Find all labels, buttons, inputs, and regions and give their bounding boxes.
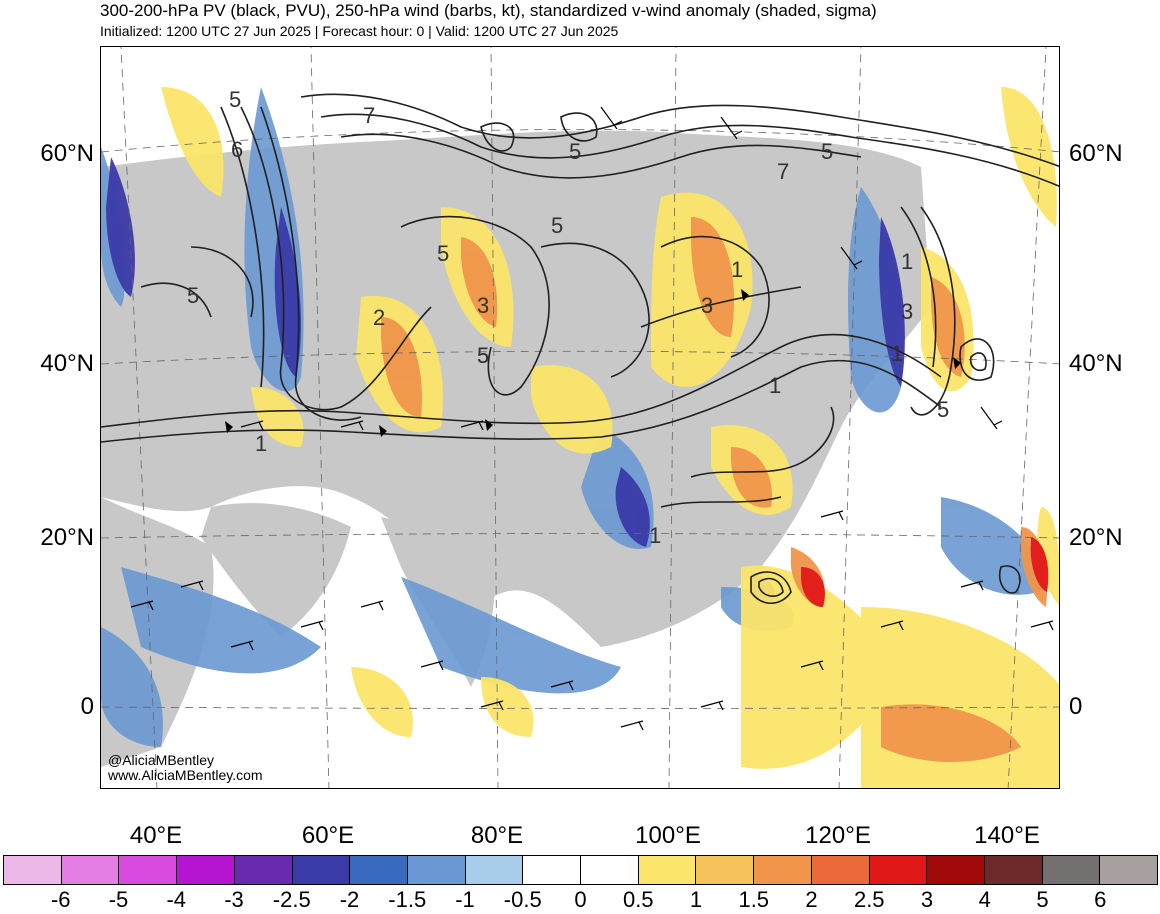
- figure-title: 300-200-hPa PV (black, PVU), 250-hPa win…: [100, 1, 877, 20]
- lon-label-100e: 100°E: [635, 822, 701, 849]
- contour-label: 5: [937, 397, 949, 422]
- colorbar-swatch: [638, 856, 697, 884]
- colorbar-swatch: [4, 856, 62, 884]
- lat-label-40n-left: 40°N: [40, 350, 94, 377]
- colorbar-label: 4: [978, 887, 991, 912]
- moderate-positive-shading: [381, 217, 1048, 762]
- contour-label: 5: [187, 283, 199, 308]
- contour-label: 7: [777, 159, 789, 184]
- colorbar-swatch: [696, 856, 755, 884]
- weather-map[interactable]: 5 6 7 5 5 5 7 5 5 1 3 2 5 3 1 1 5 3 5 1 …: [100, 46, 1060, 789]
- colorbar-swatch: [811, 856, 870, 884]
- colorbar-swatch: [1100, 856, 1158, 884]
- colorbar-swatch: [581, 856, 639, 884]
- contour-label: 1: [649, 523, 661, 548]
- lon-label-80e: 80°E: [470, 822, 524, 849]
- contour-labels: 5 6 7 5 5 5 7 5 5 1 3 2 5 3 1 1 5 3 5 1 …: [187, 87, 949, 548]
- lat-label-0-right: 0: [1069, 693, 1083, 720]
- figure-subtitle: Initialized: 1200 UTC 27 Jun 2025 | Fore…: [100, 23, 619, 39]
- lon-label-40e: 40°E: [129, 822, 183, 849]
- contour-label: 7: [363, 103, 375, 128]
- colorbar-swatch: [465, 856, 524, 884]
- colorbar-swatch: [350, 856, 408, 884]
- contour-label: 5: [477, 343, 489, 368]
- colorbar: [3, 855, 1158, 885]
- colorbar-label: -2: [339, 887, 360, 912]
- colorbar-label: 1: [689, 887, 703, 912]
- colorbar-swatch: [407, 856, 466, 884]
- contour-label: 1: [255, 431, 267, 456]
- strong-negative-shading: [106, 157, 905, 602]
- colorbar-swatch: [61, 856, 120, 884]
- contour-label: 5: [437, 241, 449, 266]
- colorbar-swatch: [234, 856, 293, 884]
- colorbar-label: -1: [455, 887, 475, 912]
- contour-label: 5: [229, 87, 241, 112]
- colorbar-label: -2.5: [272, 887, 311, 912]
- colorbar-label: 1.5: [738, 887, 770, 912]
- credit-url: www.AliciaMBentley.com: [108, 767, 263, 783]
- colorbar-label: -6: [50, 887, 71, 912]
- colorbar-swatch: [754, 856, 812, 884]
- map-canvas: 5 6 7 5 5 5 7 5 5 1 3 2 5 3 1 1 5 3 5 1 …: [101, 47, 1059, 788]
- lat-label-60n-right: 60°N: [1069, 140, 1123, 167]
- lon-label-140e: 140°E: [974, 822, 1040, 849]
- colorbar-swatch: [984, 856, 1043, 884]
- colorbar-swatch: [119, 856, 178, 884]
- colorbar-swatch: [1042, 856, 1101, 884]
- wind-barbs: [130, 106, 1054, 731]
- contour-label: 5: [477, 343, 489, 368]
- lat-label-40n-right: 40°N: [1069, 350, 1123, 377]
- lat-label-0-left: 0: [80, 693, 94, 720]
- colorbar-label: -5: [108, 887, 129, 912]
- lat-label-20n-left: 20°N: [40, 524, 94, 551]
- lat-label-60n-left: 60°N: [40, 140, 94, 167]
- colorbar-label: -4: [166, 887, 187, 912]
- contour-label: 2: [373, 305, 385, 330]
- wind-barb-flags: [225, 289, 961, 437]
- contour-label: 5: [821, 139, 833, 164]
- colorbar-swatch: [927, 856, 985, 884]
- colorbar-swatch: [292, 856, 351, 884]
- colorbar-label: 6: [1094, 887, 1107, 912]
- land-arabia: [201, 503, 351, 637]
- contour-label: 5: [569, 139, 581, 164]
- colorbar-label: 2: [805, 887, 818, 912]
- contour-label: 5: [551, 213, 563, 238]
- credit-handle: @AliciaMBentley: [108, 752, 215, 768]
- lon-label-120e: 120°E: [805, 822, 871, 849]
- contour-label: 3: [901, 299, 913, 324]
- contour-label: 1: [901, 249, 913, 274]
- graticule: [101, 47, 1059, 788]
- contour-label: 3: [701, 293, 713, 318]
- contour-label: 3: [477, 293, 489, 318]
- colorbar-swatch: [523, 856, 582, 884]
- colorbar-label: -3: [224, 887, 244, 912]
- strong-positive-shading: [801, 537, 1049, 607]
- pv-contours: [101, 93, 1059, 605]
- colorbar-label: 0.5: [622, 887, 654, 912]
- colorbar-label: 5: [1036, 887, 1049, 912]
- colorbar-swatch: [869, 856, 928, 884]
- contour-label: 1: [731, 257, 743, 282]
- colorbar-label: -1.5: [388, 887, 427, 912]
- colorbar-swatch: [177, 856, 235, 884]
- lat-label-20n-right: 20°N: [1069, 524, 1123, 551]
- lon-label-60e: 60°E: [301, 822, 355, 849]
- contour-label: 6: [231, 137, 243, 162]
- colorbar-label: -0.5: [503, 887, 542, 912]
- colorbar-label: 2.5: [853, 887, 885, 912]
- colorbar-label: 0: [574, 887, 587, 912]
- colorbar-label: 3: [920, 887, 934, 912]
- contour-label: 1: [769, 373, 781, 398]
- contour-label: 1: [891, 341, 903, 366]
